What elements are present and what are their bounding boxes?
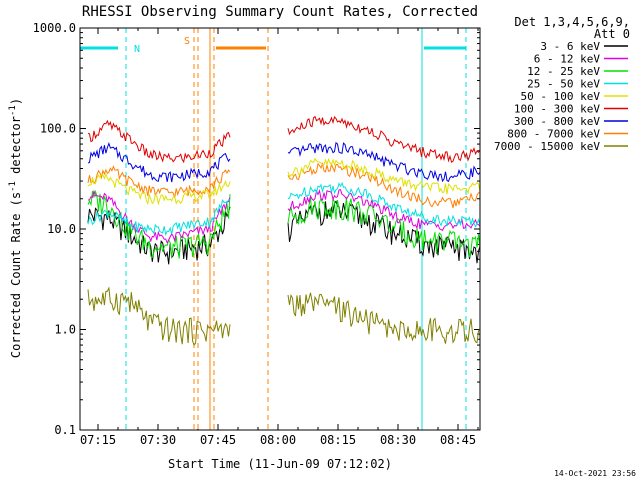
legend-header-line-2: Att 0 — [594, 27, 630, 41]
y-tick-label-1: 1.0 — [54, 323, 76, 337]
series-line-0-a — [87, 206, 231, 265]
flag-label-n: N — [134, 44, 140, 55]
series-line-6-b — [287, 141, 481, 183]
series-line-6-a — [87, 142, 231, 183]
legend-label-4: 50 - 100 keV — [521, 90, 601, 103]
legend-label-2: 12 - 25 keV — [527, 65, 600, 78]
x-tick-label-4: 08:15 — [320, 433, 356, 447]
footer-timestamp: 14-Oct-2021 23:56 — [554, 469, 636, 478]
series-line-0-b — [287, 200, 481, 264]
series-line-3-b — [287, 181, 481, 228]
x-tick-label-3: 08:00 — [260, 433, 296, 447]
legend-label-5: 100 - 300 keV — [514, 103, 600, 116]
series-line-8-a — [87, 286, 231, 346]
series-line-3-a — [87, 198, 230, 237]
series-line-2-b — [287, 197, 481, 258]
chart-title: RHESSI Observing Summary Count Rates, Co… — [82, 4, 478, 20]
series-line-4-b — [287, 157, 481, 195]
legend-label-8: 7000 - 15000 keV — [494, 140, 600, 153]
series-line-4-a — [87, 172, 231, 206]
legend-label-6: 300 - 800 keV — [514, 115, 600, 128]
x-tick-label-1: 07:30 — [140, 433, 176, 447]
series-line-2-a — [87, 189, 231, 259]
x-axis-label: Start Time (11-Jun-09 07:12:02) — [168, 457, 392, 471]
y-axis-label: Corrected Count Rate (s-1 detector-1) — [8, 98, 23, 358]
flag-label-s: S — [184, 36, 190, 47]
plot-area: 0.1 1.0 10.0 100.0 1000.0 07:15 07:30 07:45 08:0… — [33, 21, 628, 447]
legend-label-1: 6 - 12 keV — [534, 53, 601, 66]
legend-label-0: 3 - 6 keV — [540, 40, 600, 53]
x-tick-label-6: 08:45 — [440, 433, 476, 447]
y-tick-label-3: 100.0 — [40, 122, 76, 136]
legend-label-7: 800 - 7000 keV — [507, 128, 600, 141]
series-line-5-b — [287, 115, 481, 163]
x-tick-label-2: 07:45 — [200, 433, 236, 447]
series-line-7-a — [87, 165, 231, 198]
series-line-1-b — [287, 188, 481, 232]
plot-frame — [79, 27, 481, 431]
x-tick-label-0: 07:15 — [80, 433, 116, 447]
y-tick-label-0: 0.1 — [54, 423, 76, 437]
y-tick-label-4: 1000.0 — [33, 21, 76, 35]
series-line-5-a — [87, 119, 231, 164]
legend-label-3: 25 - 50 keV — [527, 78, 600, 91]
legend-header-line-1: Det 1,3,4,5,6,9, — [514, 15, 630, 29]
y-tick-label-2: 10.0 — [47, 222, 76, 236]
series-line-7-b — [287, 161, 481, 209]
series-line-1-a — [87, 189, 231, 244]
series-line-8-b — [287, 292, 481, 344]
x-tick-label-5: 08:30 — [380, 433, 416, 447]
